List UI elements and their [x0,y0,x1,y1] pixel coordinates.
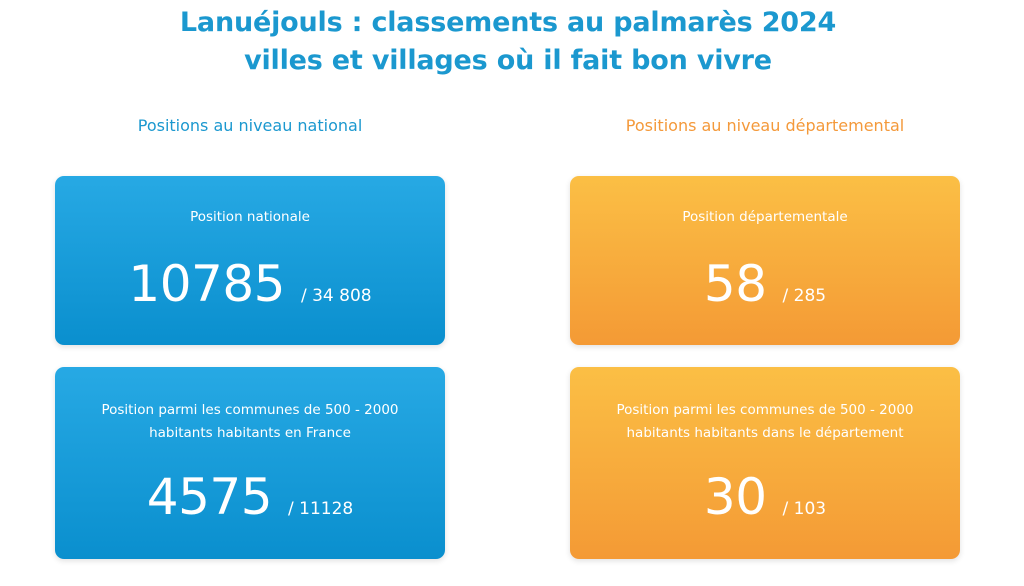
national-position-rank: 10785 [128,255,285,313]
departemental-size-class-label: Position parmi les communes de 500 - 200… [616,402,914,441]
national-size-class-rank: 4575 [146,468,273,526]
departemental-position-label: Position départementale [682,209,848,225]
departemental-size-class-rank: 30 [703,468,767,526]
departemental-size-class-total: / 103 [782,499,827,519]
national-size-class-label: Position parmi les communes de 500 - 200… [101,402,399,441]
national-size-class-card: Position parmi les communes de 500 - 200… [55,367,445,559]
national-size-class-total: / 11128 [288,499,354,519]
departemental-position-value: 58 / 285 [570,254,960,314]
page-title: Lanuéjouls : classements au palmarès 202… [0,4,1016,80]
departemental-position-rank: 58 [703,255,767,313]
national-size-class-value: 4575 / 11128 [55,467,445,527]
national-position-card: Position nationale 10785 / 34 808 [55,176,445,345]
national-position-total: / 34 808 [300,286,372,306]
national-position-value: 10785 / 34 808 [55,254,445,314]
page-title-line-2: villes et villages où il fait bon vivre [244,45,772,76]
departemental-heading: Positions au niveau départemental [625,116,905,135]
page-title-line-1: Lanuéjouls : classements au palmarès 202… [179,7,837,38]
departemental-size-class-value: 30 / 103 [570,467,960,527]
departemental-size-class-card: Position parmi les communes de 500 - 200… [570,367,960,559]
departemental-position-total: / 285 [782,286,827,306]
national-heading: Positions au niveau national [137,116,363,135]
national-position-label: Position nationale [190,209,310,225]
departemental-position-card: Position départementale 58 / 285 [570,176,960,345]
